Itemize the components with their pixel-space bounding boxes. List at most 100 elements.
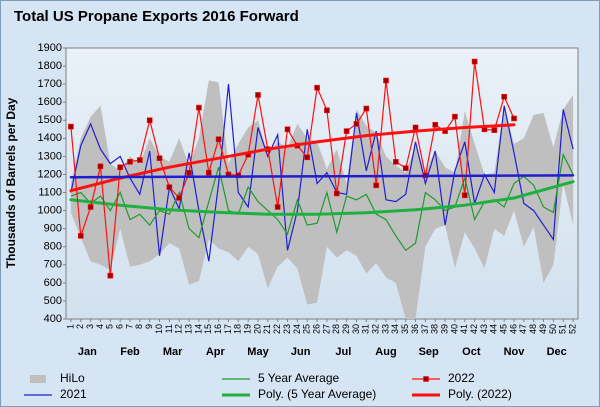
x-tick-label: 34 <box>390 324 400 334</box>
y-tick-label: 1000 <box>38 205 62 217</box>
x-tick-label: 42 <box>469 324 479 334</box>
x-tick-label: 45 <box>499 324 509 334</box>
x-tick-label: 26 <box>311 324 321 334</box>
x-tick-label: 31 <box>361 324 371 334</box>
x-tick-label: 2 <box>75 324 85 329</box>
data-point <box>77 233 84 239</box>
y-tick-label: 1100 <box>38 186 62 198</box>
x-tick-label: 24 <box>292 324 302 334</box>
data-point <box>68 123 74 130</box>
x-tick-label: 4 <box>95 324 105 329</box>
trend-line <box>69 174 575 179</box>
x-tick-label: 7 <box>124 324 134 329</box>
data-point <box>127 159 133 165</box>
data-point <box>491 127 498 134</box>
data-point <box>353 121 360 127</box>
month-label: Jan <box>78 346 97 358</box>
x-tick-label: 9 <box>144 324 154 329</box>
y-tick-label: 500 <box>44 295 62 307</box>
legend-marker <box>423 376 429 382</box>
y-axis-title: Thousands of Barrels per Day <box>4 97 18 268</box>
data-point <box>501 93 507 100</box>
data-point <box>87 204 94 210</box>
x-tick-label: 11 <box>164 324 174 333</box>
x-tick-label: 50 <box>548 324 558 334</box>
data-point <box>383 77 389 84</box>
month-label: Mar <box>163 346 183 358</box>
data-point <box>393 159 399 165</box>
data-point <box>333 190 340 197</box>
data-point <box>186 169 192 176</box>
month-label: Aug <box>375 346 396 358</box>
month-label: Feb <box>120 346 140 358</box>
x-tick-label: 48 <box>528 324 538 334</box>
data-point <box>343 128 350 134</box>
x-tick-label: 37 <box>420 324 430 334</box>
data-point <box>215 136 222 143</box>
x-tick-label: 32 <box>371 324 381 334</box>
x-tick-label: 18 <box>233 324 243 334</box>
x-tick-label: 46 <box>508 324 518 334</box>
month-label: Nov <box>504 346 526 358</box>
x-tick-label: 23 <box>282 324 292 334</box>
y-tick-label: 1200 <box>38 168 62 180</box>
x-tick-label: 33 <box>380 324 390 334</box>
data-point <box>196 104 202 111</box>
data-point <box>255 92 261 98</box>
data-point <box>402 165 409 171</box>
x-tick-label: 43 <box>479 324 489 334</box>
area-layer <box>70 80 574 319</box>
y-tick-label: 400 <box>44 313 62 325</box>
data-point <box>324 107 330 114</box>
data-point <box>452 113 458 120</box>
x-tick-label: 27 <box>321 324 331 334</box>
x-tick-label: 51 <box>558 324 568 334</box>
x-tick-label: 39 <box>439 324 449 334</box>
axis-layer: 4005006007008009001000110012001300140015… <box>38 42 578 358</box>
x-tick-label: 13 <box>183 324 193 334</box>
data-point <box>137 157 143 163</box>
x-tick-label: 40 <box>449 324 459 334</box>
x-tick-label: 44 <box>489 324 499 334</box>
x-tick-label: 17 <box>223 324 233 334</box>
x-tick-label: 20 <box>252 324 262 334</box>
x-tick-label: 28 <box>331 324 341 334</box>
month-label: Oct <box>462 346 481 358</box>
legend-swatch <box>30 375 46 383</box>
x-tick-label: 14 <box>193 324 203 334</box>
data-point <box>97 163 104 170</box>
trend-line <box>69 180 575 216</box>
data-point <box>461 192 468 199</box>
data-point <box>284 126 291 133</box>
data-point <box>117 164 123 171</box>
x-tick-label: 47 <box>518 324 528 334</box>
month-label: Dec <box>547 346 567 358</box>
x-tick-label: 49 <box>538 324 548 334</box>
data-point <box>511 115 517 122</box>
data-point <box>314 84 320 91</box>
y-tick-label: 1300 <box>38 150 62 162</box>
data-point <box>107 272 114 279</box>
x-tick-label: 29 <box>341 324 351 334</box>
x-tick-label: 3 <box>85 324 95 329</box>
legend-label: Poly. (5 Year Average) <box>258 387 376 401</box>
y-tick-label: 1600 <box>38 96 62 108</box>
legend: HiLo 2021 5 Year Average Poly. (5 Year Aver… <box>24 371 512 401</box>
hilo-area <box>70 80 574 319</box>
month-label: Sep <box>419 346 439 358</box>
y-tick-label: 600 <box>44 277 62 289</box>
data-point <box>363 105 370 112</box>
y-tick-label: 800 <box>44 241 62 253</box>
x-tick-label: 15 <box>203 324 213 334</box>
month-label: Jun <box>291 346 311 358</box>
data-point <box>373 182 379 189</box>
data-point <box>205 169 212 176</box>
data-point <box>166 184 173 190</box>
trend-line <box>69 123 516 193</box>
x-tick-label: 10 <box>154 324 164 334</box>
x-tick-label: 30 <box>351 324 361 334</box>
y-tick-label: 1800 <box>38 60 62 72</box>
month-label: Apr <box>206 346 226 358</box>
data-point <box>432 121 439 128</box>
